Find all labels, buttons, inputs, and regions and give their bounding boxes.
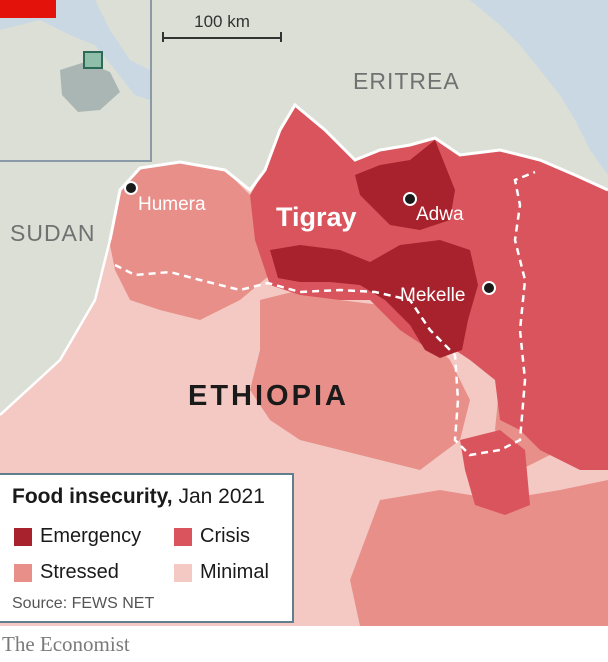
city-marker-adwa (403, 192, 417, 206)
city-label-humera: Humera (138, 194, 206, 215)
international-border (108, 102, 608, 241)
scale-tick-right (280, 32, 282, 42)
legend-label-stressed: Stressed (40, 561, 119, 583)
legend-swatch-stressed (14, 564, 32, 582)
inset-land-arabia (95, 0, 150, 70)
legend-label-emergency: Emergency (40, 525, 142, 547)
publisher-credit: The Economist (2, 632, 130, 656)
legend-source: Source: FEWS NET (12, 595, 155, 612)
tigray-boundary (114, 170, 536, 457)
legend-swatch-emergency (14, 528, 32, 546)
city-label-adwa: Adwa (416, 204, 464, 225)
economist-red-tab (0, 0, 56, 18)
region-emergency-north (355, 140, 455, 230)
country-label-eritrea: ERITREA (353, 68, 460, 94)
inset-ethiopia (60, 62, 120, 112)
inset-focus-box (83, 51, 103, 69)
red-sea-water (470, 0, 608, 175)
sudan-border (0, 239, 112, 416)
region-stressed-west (110, 162, 270, 320)
legend-swatch-minimal (174, 564, 192, 582)
legend: Food insecurity, Jan 2021 Emergency Cris… (0, 473, 294, 623)
scale-label: 100 km (194, 12, 250, 31)
city-marker-humera (124, 181, 138, 195)
scale-line (162, 37, 282, 39)
region-stressed-south (350, 480, 608, 626)
legend-swatch-crisis (174, 528, 192, 546)
city-label-mekelle: Mekelle (400, 285, 466, 306)
city-marker-mekelle (482, 281, 496, 295)
region-emergency-central (270, 240, 478, 358)
region-crisis-south-tongue (460, 430, 530, 515)
legend-title: Food insecurity, Jan 2021 (12, 485, 265, 509)
inset-canvas (0, 0, 150, 160)
scale-tick-left (162, 32, 164, 42)
inset-locator-map (0, 0, 152, 162)
legend-label-crisis: Crisis (200, 525, 250, 547)
scale-bar: 100 km (160, 12, 284, 42)
legend-title-bold: Food insecurity, (12, 485, 173, 508)
region-label-tigray: Tigray (276, 202, 357, 232)
country-label-sudan: SUDAN (10, 220, 96, 246)
country-label-ethiopia: ETHIOPIA (188, 380, 349, 412)
legend-label-minimal: Minimal (200, 561, 269, 583)
legend-title-date: Jan 2021 (172, 485, 265, 508)
